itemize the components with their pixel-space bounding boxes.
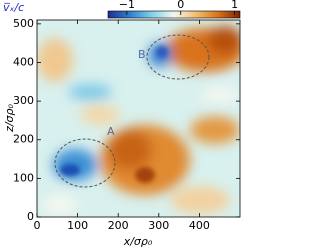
chart: A B x/σρ₀ z/σρ₀ v̅ₓ/c 0 100 200 300 400 0 100 2… bbox=[3, 0, 241, 248]
colorbar-label: v̅ₓ/c bbox=[3, 1, 24, 14]
x-axis-label: x/σρ₀ bbox=[123, 235, 153, 248]
x-tick-label: 200 bbox=[108, 219, 129, 232]
y-tick-label: 200 bbox=[13, 133, 34, 146]
region-outline bbox=[54, 138, 116, 188]
y-tick-label: 400 bbox=[13, 55, 34, 68]
annotation: B bbox=[138, 48, 146, 61]
y-tick-label: 100 bbox=[13, 171, 34, 184]
colorbar-tick-label: 1 bbox=[231, 0, 238, 11]
x-tick-label: 400 bbox=[189, 219, 210, 232]
y-axis-label: z/σρ₀ bbox=[3, 103, 16, 132]
colorbar-tick-label: 0 bbox=[177, 0, 184, 11]
x-tick-label: 100 bbox=[67, 219, 88, 232]
colorbar-tick-label: −1 bbox=[119, 0, 135, 11]
x-tick-label: 300 bbox=[148, 219, 169, 232]
y-tick-label: 500 bbox=[13, 17, 34, 30]
x-tick-label: 0 bbox=[34, 219, 41, 232]
plot-frame bbox=[36, 19, 241, 218]
colorbar bbox=[107, 10, 241, 19]
y-tick-label: 300 bbox=[13, 94, 34, 107]
y-tick-label: 0 bbox=[27, 210, 34, 223]
region-outline bbox=[146, 34, 210, 80]
annotation: A bbox=[107, 125, 115, 138]
